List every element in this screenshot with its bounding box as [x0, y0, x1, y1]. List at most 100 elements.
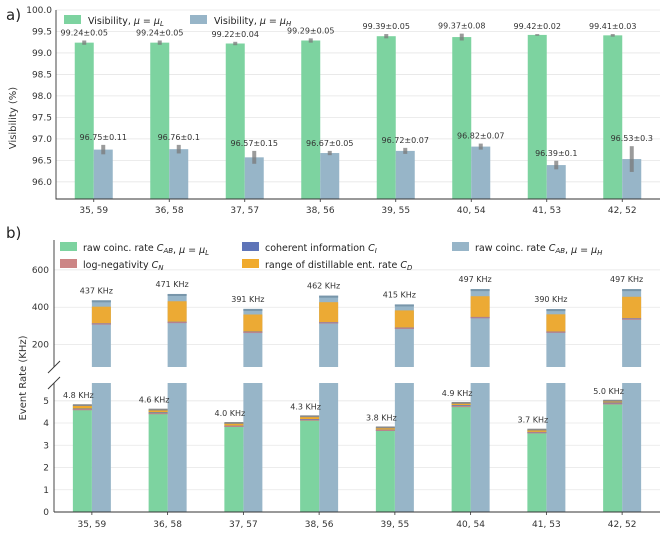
panel-b-upper-bar-cap [243, 308, 263, 311]
panel-a-error-bar [535, 34, 540, 36]
panel-a-label: a) [6, 6, 21, 24]
panel-b-upper-bar-log-negativity [546, 331, 566, 333]
panel-b-legend-entry: log-negativity CN [83, 260, 164, 272]
panel-b-upper-bar-log-negativity [91, 323, 111, 325]
panel-a-ytick: 96.0 [32, 178, 52, 188]
panel-b-lower-bar-distillable-range [375, 427, 395, 430]
panel-b-xtick: 37, 57 [229, 520, 258, 530]
panel-a-error-bar [554, 160, 559, 170]
panel-b-legend-swatch [242, 259, 259, 268]
panel-b-lower-ytick: 1 [43, 486, 49, 496]
panel-b-lower-bar-raw-mu-h [394, 383, 414, 512]
panel-a-error-bar [101, 144, 106, 155]
panel-b-lower-bar-raw-mu-l [72, 405, 92, 512]
panel-b-lower-bar-raw-mu-l [451, 403, 471, 512]
panel-a-error-bar [478, 143, 483, 150]
panel-b-xtick: 38, 56 [305, 520, 334, 530]
panel-a-ytick: 97.5 [32, 113, 52, 123]
panel-a-xtick: 41, 53 [532, 206, 561, 216]
panel-b-legend-entry: raw coinc. rate CAB, μ = μH [475, 243, 603, 257]
panel-a-data-label: 99.39±0.05 [363, 22, 410, 31]
panel-b-upper-bar-cap [470, 289, 490, 292]
panel-b-xtick: 42, 52 [608, 520, 637, 530]
panel-a-data-label: 96.75±0.11 [80, 133, 127, 142]
panel-a-axes [55, 10, 660, 200]
panel-b-upper-bar-distillable-range [470, 296, 490, 317]
panel-b-upper-data-label: 390 KHz [534, 295, 567, 304]
panel-b-legend-swatch [452, 242, 469, 251]
panel-a-ytick: 99.0 [32, 49, 52, 59]
panel-b-lower-bar-coherent-info [148, 412, 168, 414]
panel-a-error-bar [459, 33, 464, 41]
panel-b-label: b) [6, 224, 21, 242]
panel-b-upper-bar-log-negativity [394, 327, 414, 329]
panel-b-lower-bar-raw-mu-h [243, 383, 263, 512]
panel-a-bar-mu-l [603, 35, 623, 199]
panel-b-lower-bar-log-negativity [224, 425, 244, 427]
panel-a-error-bar [176, 144, 181, 154]
panel-a-data-label: 96.72±0.07 [382, 136, 429, 145]
panel-b-upper-bar-distillable-range [243, 314, 263, 332]
panel-b-legend-swatch [60, 242, 77, 251]
panel-b-xtick: 39, 55 [381, 520, 410, 530]
panel-b-lower-bar-raw-mu-l [527, 429, 547, 512]
panel-b-upper-bar-cap [91, 300, 111, 303]
panel-b-lower-bar-raw-mu-l [603, 400, 623, 512]
panel-b-axis-break-mark-upper [47, 360, 61, 374]
panel-b-lower-data-label: 3.7 KHz [518, 416, 549, 425]
panel-b-upper-data-label: 471 KHz [155, 280, 188, 289]
panel-b-upper-bar-distillable-range [91, 306, 111, 324]
panel-b-upper-data-label: 497 KHz [458, 275, 491, 284]
panel-b-lower-bar-raw-mu-h [167, 383, 187, 512]
panel-b-lower-bar-raw-mu-l [224, 423, 244, 512]
panel-a-ytick: 96.5 [32, 156, 52, 166]
panel-b-upper-bar-distillable-range [622, 296, 642, 319]
panel-a-bar-mu-h [622, 159, 642, 199]
panel-a-ytick: 100.0 [26, 6, 52, 16]
panel-a-error-bar [252, 150, 257, 164]
panel-b: b) Event Rate (KHz) 200 400 600 0 1 2 3 4 5 437 K… [6, 224, 660, 530]
panel-a-ytick: 97.0 [32, 135, 52, 145]
panel-b-lower-data-label: 3.8 KHz [366, 413, 397, 422]
panel-a-data-label: 99.37±0.08 [438, 22, 485, 31]
panel-a-error-bar [403, 147, 408, 154]
panel-a-error-bar [327, 150, 332, 156]
panel-a-bar-mu-l [527, 34, 547, 199]
panel-b-lower-bar-coherent-info [451, 405, 471, 407]
panel-a-data-label: 96.82±0.07 [457, 132, 504, 141]
panel-b-lower-bar-log-negativity [300, 419, 320, 421]
panel-a-legend-entry: Visibility, μ = μL [88, 16, 164, 28]
panel-a-error-bar [157, 40, 162, 45]
panel-a-bar-mu-h [244, 157, 264, 199]
panel-a-error-bar [629, 146, 634, 172]
panel-a-bar-mu-h [395, 150, 415, 199]
panel-a-bar-mu-h [93, 149, 113, 199]
panel-b-upper-data-label: 415 KHz [383, 290, 416, 299]
panel-b-lower-ytick: 5 [43, 397, 49, 407]
panel-a-bar-mu-l [225, 43, 245, 199]
panel-a-data-label: 99.29±0.05 [287, 26, 334, 35]
panel-a-data-label: 96.53±0.3 [611, 134, 653, 143]
panel-b-lower-bar-cap [527, 428, 547, 431]
panel-b-legend-swatch [242, 242, 259, 251]
panel-b-upper-ytick: 400 [32, 303, 49, 313]
panel-b-lower-bar-raw-mu-h [470, 383, 490, 512]
panel-b-lower-bar-raw-mu-l [375, 427, 395, 512]
panel-a-xtick: 36, 58 [155, 206, 184, 216]
panel-b-lower-bar-coherent-info [603, 402, 623, 404]
panel-b-upper-data-label: 391 KHz [231, 295, 264, 304]
panel-a-data-label: 96.76±0.1 [158, 133, 200, 142]
panel-b-lower-bar-log-negativity [451, 405, 471, 408]
panel-a-data-label: 96.39±0.1 [535, 149, 577, 158]
panel-a-data-label: 99.24±0.05 [136, 28, 183, 37]
panel-a-legend-swatch [64, 15, 81, 24]
panel-b-lower-bar-log-negativity [148, 413, 168, 415]
panel-a-legend-swatch [190, 15, 207, 24]
panel-b-lower-bar-log-negativity [72, 409, 92, 411]
panel-b-lower-ytick: 4 [43, 419, 49, 429]
panel-b-lower-bar-raw-mu-h [319, 383, 339, 512]
panel-a-bar-mu-h [320, 153, 340, 199]
panel-b-upper-ytick: 200 [32, 341, 49, 351]
panel-a-ylabel: Visibility (%) [8, 87, 19, 149]
